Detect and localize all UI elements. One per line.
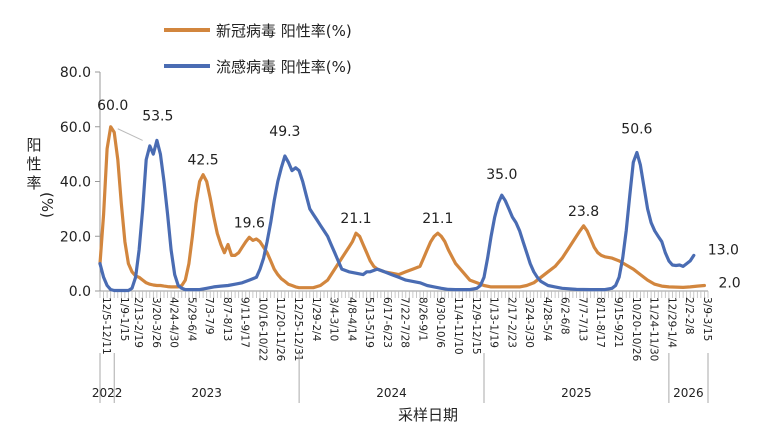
y-axis-title: 阳 性 率 (%) <box>26 136 56 218</box>
x-tick-label: 4/8-4/14 <box>345 297 357 342</box>
peak-label: 2.0 <box>718 276 740 292</box>
x-tick-label: 2/13-2/19 <box>132 297 144 348</box>
x-tick-label: 9/15-9/21 <box>612 297 624 348</box>
x-tick-label: 10/16-10/22 <box>256 297 268 361</box>
peak-label: 21.1 <box>340 211 371 227</box>
peak-label: 50.6 <box>621 121 652 137</box>
y-title-char: 阳 <box>26 136 41 154</box>
y-tick-label: 60.0 <box>60 120 91 136</box>
x-tick-label: 10/20-10/26 <box>630 297 642 362</box>
x-tick-label: 11/24-11/30 <box>648 297 660 361</box>
x-tick-label: 12/29-1/4 <box>665 297 677 348</box>
x-tick-label: 4/24-4/30 <box>168 297 180 348</box>
y-tick-label: 80.0 <box>60 65 91 81</box>
year-groups: 2022 2023 2024 2025 2026 <box>92 353 709 403</box>
peak-label: 60.0 <box>97 98 128 114</box>
x-tick-label: 6/2-6/8 <box>559 297 571 335</box>
x-tick-label: 2/17-2/23 <box>505 297 517 348</box>
year-label: 2022 <box>92 386 123 400</box>
x-tick-label: 8/26-9/1 <box>416 297 428 341</box>
x-tick-label: 3/24-3/30 <box>523 297 535 348</box>
x-tick-label: 7/3-7/9 <box>203 297 215 335</box>
peak-label: 13.0 <box>708 242 739 258</box>
x-tick-label: 5/29-6/4 <box>185 297 197 342</box>
x-tick-label: 1/9-1/15 <box>118 297 130 341</box>
y-tick-label: 0.0 <box>69 284 91 300</box>
y-title-char: 性 <box>26 155 41 173</box>
peak-annotations: 60.0 53.5 42.5 19.6 49.3 21.1 21.1 35.0 23.8 50.6… <box>97 98 741 292</box>
leader-line <box>117 128 143 141</box>
x-tick-label: 5/13-5/19 <box>363 297 375 348</box>
x-tick-label: 3/4-3/10 <box>328 297 340 341</box>
x-tick-label: 12/5-12/11 <box>100 297 112 355</box>
peak-label: 19.6 <box>234 215 265 231</box>
peak-label: 42.5 <box>188 153 219 169</box>
x-tick-label: 6/17-6/23 <box>381 297 393 348</box>
series-line-flu <box>98 138 696 293</box>
legend-label-covid: 新冠病毒 阳性率(%) <box>216 22 352 40</box>
x-tick-label: 11/4-11/10 <box>452 297 464 355</box>
x-tick-label: 1/29-2/4 <box>310 297 322 342</box>
x-tick-label: 3/9-3/15 <box>701 297 713 341</box>
x-tick-label: 7/7-7/13 <box>576 297 588 341</box>
x-tick-label: 9/30-10/6 <box>434 297 446 348</box>
y-tick-label: 20.0 <box>60 229 91 245</box>
legend-label-flu: 流感病毒 阳性率(%) <box>216 58 352 76</box>
year-label: 2023 <box>191 386 222 400</box>
x-tick-label: 1/13-1/19 <box>488 297 500 348</box>
x-axis-title: 采样日期 <box>398 406 458 424</box>
x-tick-label: 8/7-8/13 <box>221 297 233 341</box>
year-label: 2024 <box>376 386 407 400</box>
x-tick-label: 4/28-5/4 <box>541 297 553 342</box>
peak-label: 53.5 <box>142 109 173 125</box>
x-tick-label: 7/22-7/28 <box>399 297 411 348</box>
legend: 新冠病毒 阳性率(%) 流感病毒 阳性率(%) <box>164 22 352 76</box>
series-line-covid <box>98 125 706 290</box>
x-axis: 12/5-12/11 1/9-1/15 2/13-2/19 3/20-3/26 4/24… <box>99 290 713 362</box>
peak-label: 49.3 <box>269 124 300 140</box>
y-title-char: (%) <box>38 192 56 218</box>
peak-label: 35.0 <box>486 167 517 183</box>
x-tick-label: 9/11-9/17 <box>239 297 251 348</box>
y-tick-label: 40.0 <box>60 175 91 191</box>
year-label: 2025 <box>561 386 592 400</box>
x-tick-label: 11/20-11/26 <box>274 297 286 362</box>
series-lines <box>98 125 706 293</box>
y-axis: 0.0 20.0 40.0 60.0 80.0 <box>60 65 101 300</box>
x-tick-label: 12/9-12/15 <box>470 297 482 355</box>
x-tick-label: 12/25-12/31 <box>292 297 304 361</box>
x-tick-label: 3/20-3/26 <box>150 297 162 348</box>
peak-label: 23.8 <box>568 204 599 220</box>
x-tick-label: 2/2-2/8 <box>683 297 695 335</box>
x-tick-label: 8/11-8/17 <box>594 297 606 348</box>
peak-label: 21.1 <box>422 211 453 227</box>
y-title-char: 率 <box>26 174 41 192</box>
year-label: 2026 <box>673 386 704 400</box>
